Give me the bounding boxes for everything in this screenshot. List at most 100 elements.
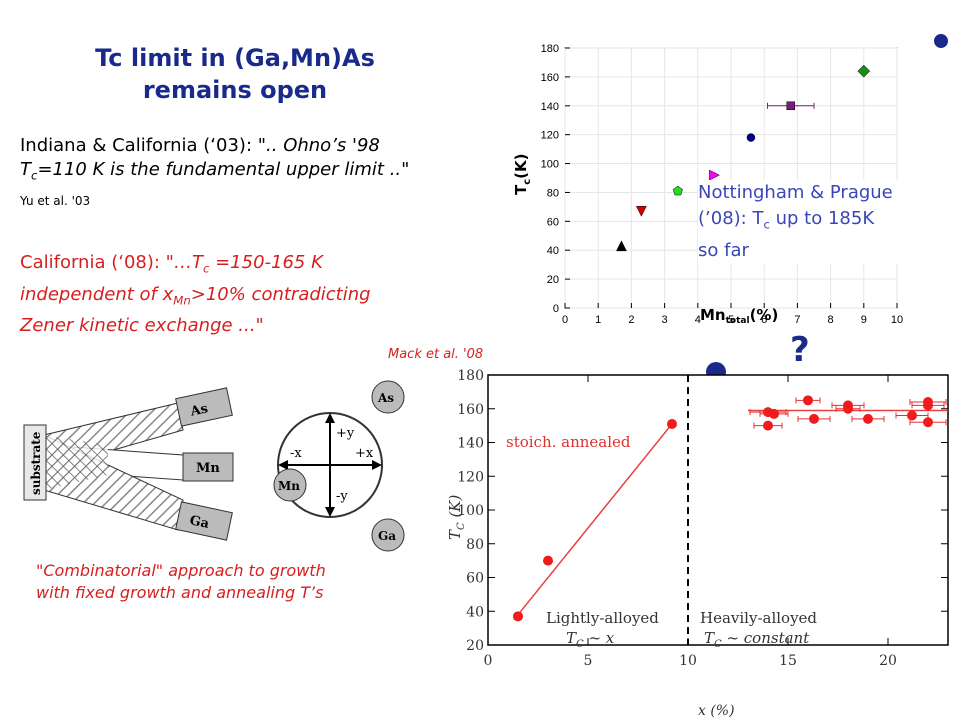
chart2-ytick-label: 160: [457, 402, 484, 418]
indiana-quote: Indiana & California (‘03): ".. Ohno’s '…: [20, 134, 500, 213]
tc-vs-mn-chart: 0 20 40 60 80 100 120 140 160 180 0 1 2 3 4 5 6 7 8 9 10 Tc(…: [512, 43, 903, 326]
nottingham-note: Nottingham & Prague (’08): Tc up to 185K…: [698, 180, 938, 264]
combinatorial-diagram: substrate As Mn Ga +y -y -x +x As Mn Ga: [23, 380, 405, 552]
chart2-xtick-label: 5: [584, 653, 593, 669]
chart1-ytick-label: 180: [541, 43, 559, 55]
nottingham-line-1: Nottingham & Prague: [698, 182, 893, 203]
combinatorial-line-2: with fixed growth and annealing T’s: [36, 583, 324, 602]
california-quote: California (‘08): "…Tc =150-165 K indepe…: [20, 250, 460, 339]
chart1-xtick-label: 9: [861, 314, 867, 326]
chart2-ytick-label: 80: [466, 537, 484, 553]
chart1-xtick-label: 8: [828, 314, 834, 326]
slide-title: Tc limit in (Ga,Mn)As remains open: [40, 42, 430, 106]
california-prefix: California (‘08): ": [20, 252, 174, 273]
chart1-xtick-label: 4: [695, 314, 701, 326]
as-circle-label: As: [377, 391, 394, 405]
chart2-legend: stoich. annealed: [506, 433, 631, 451]
chart1-point-triangle-right: [709, 169, 720, 181]
chart2-points: [513, 395, 947, 622]
chart2-ylabel: TC (K): [448, 495, 467, 540]
chart1-grid: [564, 47, 898, 309]
minus-y-label: -y: [336, 489, 348, 504]
chart2-region-left: Lightly-alloyed: [546, 609, 659, 627]
chart2-frame: [487, 374, 949, 646]
minus-x-label: -x: [290, 446, 302, 461]
chart2-xlabel: x (%): [698, 703, 735, 719]
chart2-law-right: TC ~ constant: [704, 629, 810, 650]
chart1-xtick-label: 2: [628, 314, 634, 326]
combinatorial-caption: "Combinatorial" approach to growth with …: [36, 560, 396, 604]
california-line-2a: independent of x: [20, 283, 174, 305]
chart2-point: [843, 403, 853, 414]
chart2-ticks: 20 40 60 80 100 120 140 160 180 0 5 10 15 20: [457, 368, 948, 669]
chart1-ytick-label: 100: [541, 159, 559, 171]
mn-circle-label: Mn: [278, 479, 300, 493]
california-part-2: =150-165 K: [209, 252, 323, 273]
chart2-xtick-label: 0: [484, 653, 493, 669]
chart2-ytick-label: 20: [466, 638, 484, 654]
chart1-ytick-label: 80: [547, 187, 559, 199]
chart1-ytick-label: 160: [541, 72, 559, 84]
chart1-points: [616, 64, 871, 252]
arrow-right: [372, 460, 382, 470]
chart2-xtick-label: 20: [879, 653, 897, 669]
nottingham-line-2b: up to 185K: [769, 208, 875, 229]
chart2-law-left: TC ~ x: [566, 629, 615, 650]
chart2-ytick-label: 40: [466, 604, 484, 620]
arrow-left: [278, 460, 288, 470]
chart2-point: [907, 410, 917, 421]
mn-source: [182, 452, 234, 482]
chart1-xtick-label: 7: [794, 314, 800, 326]
chart1-ytick-label: 60: [547, 216, 559, 228]
chart2-point: [763, 420, 773, 431]
arrow-up: [325, 413, 335, 423]
chart1-point-square: [786, 101, 796, 111]
ga-source: [175, 501, 233, 541]
arrow-down: [325, 507, 335, 517]
chart2-point: [667, 418, 677, 429]
chart1-xtick-label: 3: [662, 314, 668, 326]
chart2-point: [923, 417, 933, 428]
chart2-point: [923, 400, 933, 411]
title-line-2: remains open: [142, 76, 328, 104]
question-mark: ?: [790, 330, 810, 370]
overlap-region: [44, 435, 108, 490]
chart1-point-diamond: [857, 64, 871, 78]
chart2-point: [809, 413, 819, 424]
chart1-ytick-label: 0: [553, 303, 559, 315]
chart1-xtick-label: 6: [761, 314, 767, 326]
substrate-label: substrate: [29, 431, 43, 495]
tc-vs-x-chart: 20 40 60 80 100 120 140 160 180 0 5 10 15 20 TC (K) x…: [448, 368, 949, 719]
chart1-point-pentagon: [672, 185, 683, 196]
as-source-label: As: [188, 401, 209, 419]
california-line-3: Zener kinetic exchange ...": [20, 315, 264, 337]
chart2-fit-left: [513, 423, 673, 621]
chart1-xtick-label: 0: [562, 314, 568, 326]
chart1-ytick-label: 40: [547, 245, 559, 257]
as-source: [175, 387, 233, 427]
mn-source-label: Mn: [196, 461, 220, 476]
chart2-ytick-label: 120: [457, 469, 484, 485]
chart1-ytick-label: 140: [541, 101, 559, 113]
chart2-xtick-label: 10: [679, 653, 697, 669]
chart2-ytick-label: 100: [457, 503, 484, 519]
california-line-2b: >10% contradicting: [190, 283, 371, 305]
title-line-1: Tc limit in (Ga,Mn)As: [95, 44, 375, 72]
nottingham-line-3: so far: [698, 239, 749, 261]
chart1-ylabel: Tc(K): [512, 153, 533, 195]
chart1-xtick-label: 1: [595, 314, 601, 326]
mn-circle: [273, 468, 307, 502]
chart1-ticks: 0 20 40 60 80 100 120 140 160 180 0 1 2 3 4 5 6 7 8 9 10: [541, 43, 903, 326]
nottingham-line-2a: (’08): T: [698, 208, 764, 229]
nottingham-sub: c: [763, 217, 770, 232]
chart2-ytick-label: 180: [457, 368, 484, 384]
chart1-ytick-label: 20: [547, 274, 559, 286]
indiana-italic-2: =110 K is the fundamental upper limit ..…: [37, 159, 410, 180]
chart1-xlabel: Mntotal(%): [700, 306, 778, 326]
chart2-point: [513, 611, 523, 622]
chart2-xtick-label: 15: [779, 653, 797, 669]
chart1-xtick-label: 10: [891, 314, 903, 326]
indiana-tc-sub: c: [31, 168, 38, 183]
chart1-ytick-label: 120: [541, 130, 559, 142]
chart2-ytick-label: 60: [466, 571, 484, 587]
